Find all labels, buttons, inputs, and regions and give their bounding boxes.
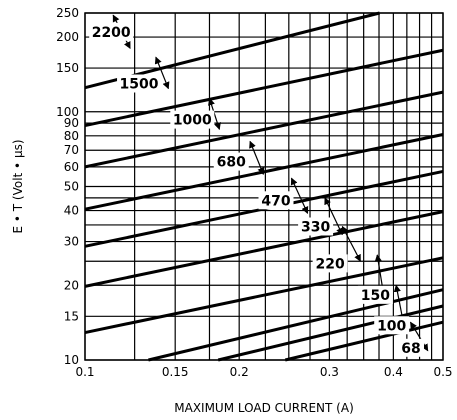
y-tick-label: 50 [64, 180, 79, 194]
series-line-1000 [84, 90, 444, 169]
y-tick-label: 70 [64, 143, 79, 157]
series-label-bg-2200 [89, 22, 134, 41]
series-line-100 [217, 304, 444, 362]
series-label-470: 470 [261, 193, 290, 209]
y-axis-title: E • T (Volt • μs) [11, 139, 25, 233]
y-tick-label: 10 [64, 353, 79, 367]
series-label-bg-1000 [170, 110, 215, 129]
series-label-bg-1500 [117, 74, 162, 93]
label-arrow-1000 [208, 97, 221, 130]
series-label-1500: 1500 [120, 76, 159, 92]
series-label-2200: 2200 [92, 25, 131, 41]
label-arrow-1500 [154, 56, 170, 90]
label-arrow-220 [341, 225, 361, 262]
label-arrow-100 [393, 284, 406, 323]
y-tick-label: 20 [64, 278, 79, 292]
x-tick-labels: 0.1 0.15 0.2 0.3 0.4 0.5 [75, 365, 452, 379]
label-arrow-470 [290, 177, 309, 214]
series-label-bg-330 [298, 217, 334, 236]
grid [84, 12, 444, 361]
y-tick-label: 30 [64, 235, 79, 249]
series-label-100: 100 [377, 318, 406, 334]
series-label-bg-220 [312, 254, 348, 273]
y-tick-label: 80 [64, 129, 79, 143]
series-label-bg-68 [397, 338, 424, 357]
series-label-220: 220 [315, 256, 344, 272]
series-label-bg-150 [357, 285, 393, 304]
x-tick-label: 0.15 [162, 365, 189, 379]
y-tick-label: 40 [64, 204, 79, 218]
y-tick-label: 150 [56, 61, 79, 75]
y-tick-label: 15 [64, 309, 79, 323]
series-label-bg-680 [213, 152, 249, 171]
series-label-1000: 1000 [173, 113, 212, 129]
series-label-680: 680 [217, 155, 246, 171]
y-tick-label: 90 [64, 116, 79, 130]
x-axis-title: MAXIMUM LOAD CURRENT (A) [174, 401, 354, 415]
series-label-68: 68 [401, 341, 420, 357]
label-arrow-330 [324, 197, 343, 236]
x-tick-label: 0.4 [384, 365, 403, 379]
series-label-150: 150 [361, 288, 390, 304]
series-label-330: 330 [301, 220, 330, 236]
y-tick-label: 250 [56, 6, 79, 20]
series-label-bg-100 [374, 316, 410, 335]
series-line-330 [84, 210, 444, 288]
series-line-1500 [84, 48, 444, 128]
series-label-bg-470 [258, 191, 294, 210]
x-tick-label: 0.2 [230, 365, 249, 379]
x-tick-label: 0.1 [75, 365, 94, 379]
y-tick-label: 60 [64, 160, 79, 174]
series-labels: 2200 1500 1000 680 470 330 220 150 100 68 [89, 22, 424, 357]
y-tick-label: 100 [56, 105, 79, 119]
y-tick-label: 200 [56, 30, 79, 44]
label-arrow-680 [249, 140, 265, 175]
x-tick-label: 0.5 [433, 365, 452, 379]
x-tick-label: 0.3 [320, 365, 339, 379]
label-arrow-68 [409, 321, 429, 352]
plot-frame [84, 12, 444, 361]
